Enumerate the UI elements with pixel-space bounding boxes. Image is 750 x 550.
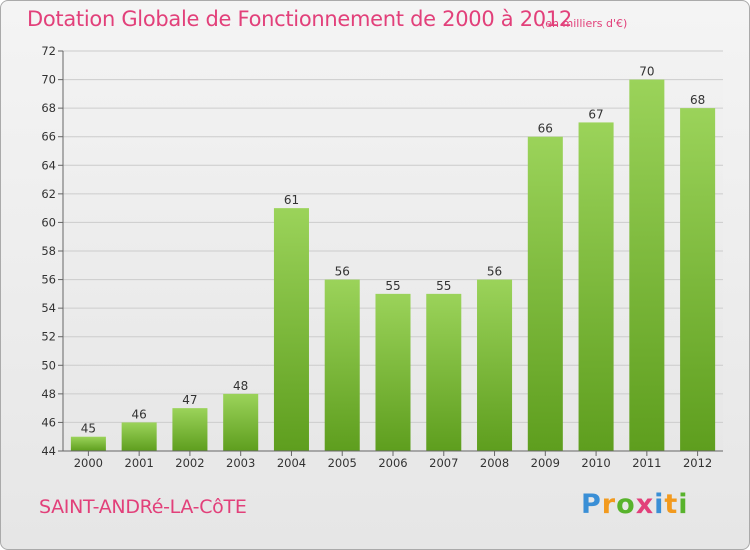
y-tick-label: 58 xyxy=(41,244,56,258)
x-tick-label-2001: 2001 xyxy=(125,456,154,470)
proxiti-logo: Proxiti xyxy=(581,489,689,520)
bar-2011 xyxy=(629,79,665,452)
bar-2004 xyxy=(273,208,309,451)
y-tick-label: 54 xyxy=(41,301,56,315)
x-tick-label-2004: 2004 xyxy=(277,456,306,470)
x-tick-label-2012: 2012 xyxy=(683,456,712,470)
y-tick-label: 48 xyxy=(41,387,56,401)
x-tick-label-2008: 2008 xyxy=(480,456,509,470)
x-tick-label-2009: 2009 xyxy=(531,456,560,470)
y-tick-label: 60 xyxy=(41,215,56,229)
logo-letter: i xyxy=(678,489,689,520)
y-tick-label: 64 xyxy=(41,158,56,172)
place-name: SAINT-ANDRé-LA-CôTE xyxy=(39,496,247,518)
bar-2003 xyxy=(223,393,259,451)
data-label-2006: 55 xyxy=(385,279,400,293)
y-tick-label: 50 xyxy=(41,358,56,372)
y-tick-label: 68 xyxy=(41,101,56,115)
y-tick-label: 52 xyxy=(41,330,56,344)
x-tick-label-2000: 2000 xyxy=(74,456,103,470)
data-label-2002: 47 xyxy=(182,393,197,407)
bar-2001 xyxy=(121,422,157,451)
y-tick-label: 70 xyxy=(41,73,56,87)
y-tick-label: 72 xyxy=(41,44,56,58)
logo-letter: o xyxy=(616,489,636,520)
logo-letter: t xyxy=(664,489,679,520)
logo-letter: r xyxy=(601,489,617,520)
unit-label: (en milliers d'€) xyxy=(541,17,628,30)
bar-2006 xyxy=(375,293,411,451)
bar-2010 xyxy=(578,122,614,451)
bar-2000 xyxy=(70,436,106,451)
x-tick-label-2007: 2007 xyxy=(429,456,458,470)
data-label-2009: 66 xyxy=(538,122,553,136)
x-tick-label-2011: 2011 xyxy=(632,456,661,470)
data-label-2011: 70 xyxy=(639,65,654,79)
data-label-2010: 67 xyxy=(588,107,603,121)
bar-2008 xyxy=(477,279,513,451)
y-tick-label: 66 xyxy=(41,130,56,144)
logo-letter: P xyxy=(581,489,602,520)
data-label-2007: 55 xyxy=(436,279,451,293)
x-tick-label-2005: 2005 xyxy=(328,456,357,470)
data-label-2001: 46 xyxy=(132,407,147,421)
data-label-2008: 56 xyxy=(487,265,502,279)
x-tick-label-2010: 2010 xyxy=(581,456,610,470)
y-tick-label: 56 xyxy=(41,273,56,287)
bar-2012 xyxy=(680,108,716,452)
logo-letter: x xyxy=(635,489,655,520)
chart-title: Dotation Globale de Fonctionnement de 20… xyxy=(27,7,572,31)
y-tick-label: 46 xyxy=(41,415,56,429)
x-tick-label-2006: 2006 xyxy=(378,456,407,470)
x-tick-label-2003: 2003 xyxy=(226,456,255,470)
y-tick-label: 44 xyxy=(41,444,56,458)
bar-2005 xyxy=(324,279,360,451)
data-label-2005: 56 xyxy=(335,265,350,279)
data-label-2012: 68 xyxy=(690,93,705,107)
bar-2002 xyxy=(172,408,208,451)
logo-letter: i xyxy=(654,489,665,520)
x-tick-label-2002: 2002 xyxy=(175,456,204,470)
data-label-2000: 45 xyxy=(81,422,96,436)
data-label-2003: 48 xyxy=(233,379,248,393)
bar-2007 xyxy=(426,293,462,451)
bar-2009 xyxy=(527,136,563,451)
y-tick-label: 62 xyxy=(41,187,56,201)
data-label-2004: 61 xyxy=(284,193,299,207)
